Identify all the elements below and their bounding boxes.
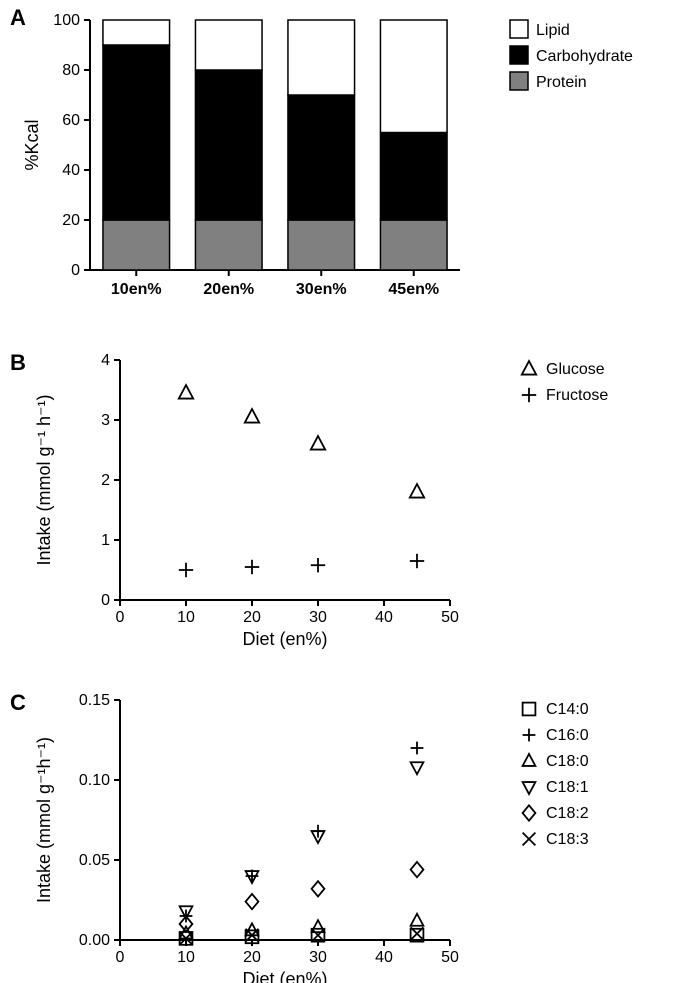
svg-text:0.00: 0.00 [79, 932, 110, 949]
svg-text:0.05: 0.05 [79, 852, 110, 869]
svg-text:0: 0 [116, 949, 125, 966]
svg-text:C14:0: C14:0 [546, 701, 589, 718]
svg-text:0.15: 0.15 [79, 692, 110, 709]
svg-text:20: 20 [243, 949, 261, 966]
svg-text:Diet (en%): Diet (en%) [242, 969, 327, 983]
svg-text:C18:3: C18:3 [546, 831, 589, 848]
svg-text:C16:0: C16:0 [546, 727, 589, 744]
panel-c-chart: 0 10 20 30 40 50 0.00 0.05 0.10 0.15 Diet (en%) Int… [0, 0, 675, 983]
figure-root: A B C 020406080100%Kcal10en%20en%30en%45… [0, 0, 675, 983]
svg-text:C18:1: C18:1 [546, 779, 589, 796]
svg-text:Intake (mmol g⁻¹h⁻¹): Intake (mmol g⁻¹h⁻¹) [34, 737, 54, 903]
svg-text:10: 10 [177, 949, 195, 966]
svg-text:C18:2: C18:2 [546, 805, 589, 822]
svg-text:0.10: 0.10 [79, 772, 110, 789]
svg-text:40: 40 [375, 949, 393, 966]
svg-text:50: 50 [441, 949, 459, 966]
svg-text:C18:0: C18:0 [546, 753, 589, 770]
svg-text:30: 30 [309, 949, 327, 966]
